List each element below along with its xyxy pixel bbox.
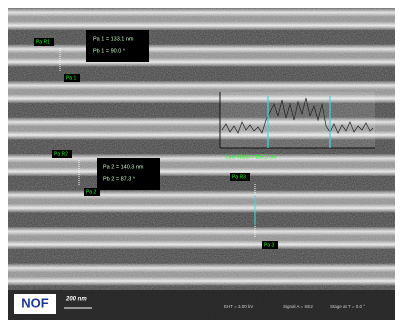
measure-box [86, 30, 149, 62]
cursor-label: Pa 1 [66, 75, 77, 81]
stage: Stage at T = 0.0 ° [330, 304, 365, 309]
profile-label: Line Width = 105.9 nm [226, 154, 276, 160]
cursor-label: Pa 2 [86, 189, 97, 195]
measure-value: Pa 2 = 140.3 nm [103, 164, 144, 170]
measure-value: Pb 1 = 90.0 ° [93, 48, 125, 54]
noise [8, 8, 395, 320]
ref-label: Pa R1 [36, 39, 50, 45]
measure-value: Pb 2 = 87.3 ° [103, 176, 135, 182]
measure-box [97, 158, 160, 190]
scale-bar-label: 200 nm [65, 297, 87, 303]
line-profile [220, 92, 375, 148]
logo: NOF [21, 295, 49, 310]
eht: EHT = 3.00 kV [224, 304, 253, 309]
signal: Signal A = SE2 [283, 304, 313, 309]
cursor-label: Pa 3 [264, 242, 275, 248]
ref-label: Pa R2 [54, 151, 68, 157]
ref-label: Pa R3 [232, 174, 246, 180]
sem-screenshot: Pa R1 Pa 1 Pa 1 = 133.1 nm Pb 1 = 90.0 °… [0, 0, 402, 326]
measure-value: Pa 1 = 133.1 nm [93, 36, 134, 42]
